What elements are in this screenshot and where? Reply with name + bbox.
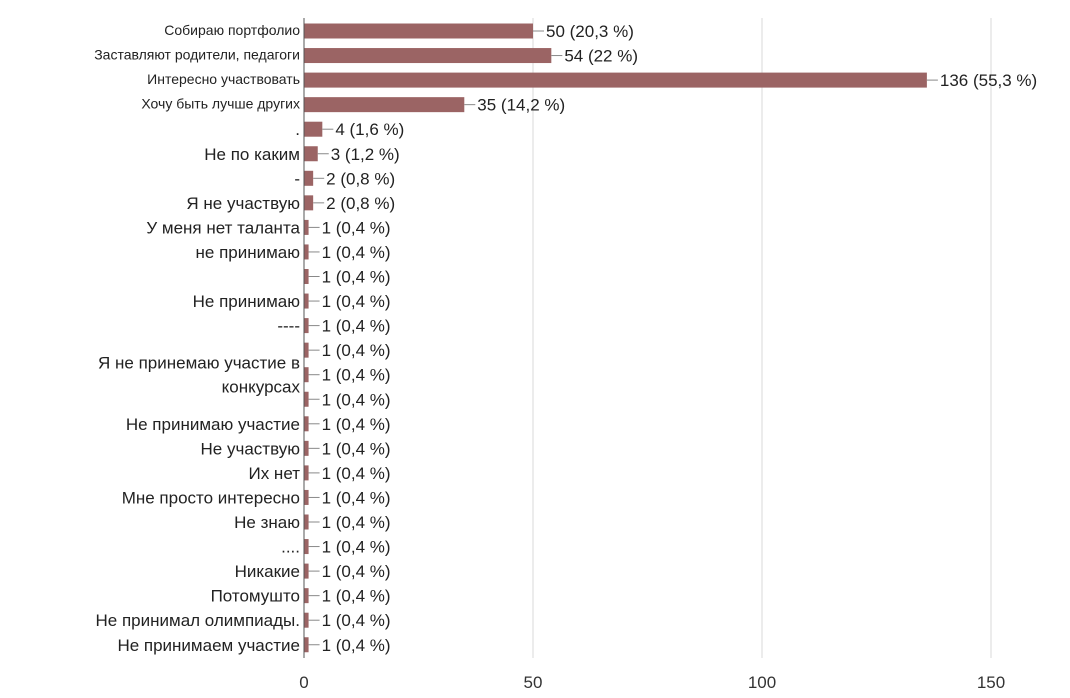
value-label: 1 (0,4 %) — [322, 636, 391, 655]
value-label: 1 (0,4 %) — [322, 243, 391, 262]
category-label: Хочу быть лучше других — [141, 96, 300, 112]
value-label: 2 (0,8 %) — [326, 169, 395, 188]
bar[interactable] — [304, 391, 309, 407]
x-tick-label: 0 — [299, 673, 308, 692]
category-label: Никакие — [235, 562, 300, 581]
bar[interactable] — [304, 440, 309, 456]
category-label-wrapped: Я не принемаю участие в конкурсах — [98, 354, 300, 397]
value-label: 35 (14,2 %) — [477, 96, 565, 115]
x-tick-label: 100 — [748, 673, 776, 692]
value-label: 1 (0,4 %) — [322, 562, 391, 581]
category-label: Потомушто — [211, 587, 300, 606]
bar[interactable] — [304, 318, 309, 334]
value-label: 1 (0,4 %) — [322, 390, 391, 409]
x-tick-label: 50 — [524, 673, 543, 692]
category-label: .... — [281, 538, 300, 557]
value-label: 1 (0,4 %) — [322, 488, 391, 507]
category-label: Не участвую — [201, 439, 301, 458]
category-label: Не знаю — [234, 513, 300, 532]
value-label: 3 (1,2 %) — [331, 145, 400, 164]
bar[interactable] — [304, 146, 318, 162]
value-label: 1 (0,4 %) — [322, 415, 391, 434]
bar[interactable] — [304, 72, 927, 88]
value-label: 1 (0,4 %) — [322, 587, 391, 606]
x-tick-label: 150 — [977, 673, 1005, 692]
bars — [304, 23, 927, 653]
bar[interactable] — [304, 269, 309, 284]
bar[interactable] — [304, 563, 309, 579]
bar[interactable] — [304, 539, 309, 555]
bar[interactable] — [304, 514, 309, 530]
category-label: Заставляют родители, педагоги — [94, 47, 300, 63]
value-labels: 50 (20,3 %) 54 (22 %) 136 (55,3 %) 35 (14,2… — [308, 22, 1037, 655]
bar[interactable] — [304, 293, 309, 309]
bar[interactable] — [304, 367, 309, 383]
value-label: 1 (0,4 %) — [322, 513, 391, 532]
value-label: 1 (0,4 %) — [322, 464, 391, 483]
category-label: Я не участвую — [186, 194, 300, 213]
value-label: 1 (0,4 %) — [322, 341, 391, 360]
bar[interactable] — [304, 97, 465, 113]
bar[interactable] — [304, 416, 309, 432]
value-label: 50 (20,3 %) — [546, 22, 634, 41]
category-label: Их нет — [248, 464, 300, 483]
value-label: 1 (0,4 %) — [322, 366, 391, 385]
category-label: ---- — [277, 317, 300, 336]
bar[interactable] — [304, 612, 309, 628]
value-label: 54 (22 %) — [564, 47, 638, 66]
bar[interactable] — [304, 195, 314, 211]
value-label: 1 (0,4 %) — [322, 317, 391, 336]
category-label: Не принимал олимпиады. — [96, 611, 300, 630]
category-label: Собираю портфолио — [164, 22, 300, 38]
category-label: Не принимаю участие — [126, 415, 300, 434]
value-label: 1 (0,4 %) — [322, 292, 391, 311]
value-label: 1 (0,4 %) — [322, 611, 391, 630]
category-labels: Собираю портфолио Заставляют родители, пе… — [94, 22, 300, 655]
x-tick-labels: 0 50 100 150 — [299, 673, 1005, 692]
bar[interactable] — [304, 121, 323, 137]
bar[interactable] — [304, 219, 309, 235]
bar[interactable] — [304, 244, 309, 260]
bar[interactable] — [304, 23, 533, 39]
category-label: Не принимаю — [193, 292, 301, 311]
bar[interactable] — [304, 465, 309, 481]
bar[interactable] — [304, 637, 309, 653]
bar[interactable] — [304, 588, 309, 604]
category-label: . — [295, 120, 300, 139]
category-label: Мне просто интересно — [122, 488, 300, 507]
value-label: 136 (55,3 %) — [940, 71, 1037, 90]
bar[interactable] — [304, 48, 552, 64]
value-label: 4 (1,6 %) — [335, 120, 404, 139]
value-label: 1 (0,4 %) — [322, 439, 391, 458]
category-label: У меня нет таланта — [146, 218, 300, 237]
category-label: - — [294, 169, 300, 188]
category-label-line: конкурсах — [222, 378, 301, 397]
value-label: 1 (0,4 %) — [322, 538, 391, 557]
category-label: не принимаю — [196, 243, 301, 262]
category-label: Не принимаем участие — [117, 636, 300, 655]
gridlines — [532, 18, 992, 658]
category-label-line: Я не принемаю участие в — [98, 354, 300, 373]
value-label: 1 (0,4 %) — [322, 218, 391, 237]
value-label: 1 (0,4 %) — [322, 268, 391, 287]
bar[interactable] — [304, 342, 309, 358]
value-label: 2 (0,8 %) — [326, 194, 395, 213]
bar[interactable] — [304, 170, 314, 186]
bar[interactable] — [304, 489, 309, 505]
category-label: Интересно участвовать — [147, 71, 300, 87]
category-label: Не по каким — [204, 145, 300, 164]
